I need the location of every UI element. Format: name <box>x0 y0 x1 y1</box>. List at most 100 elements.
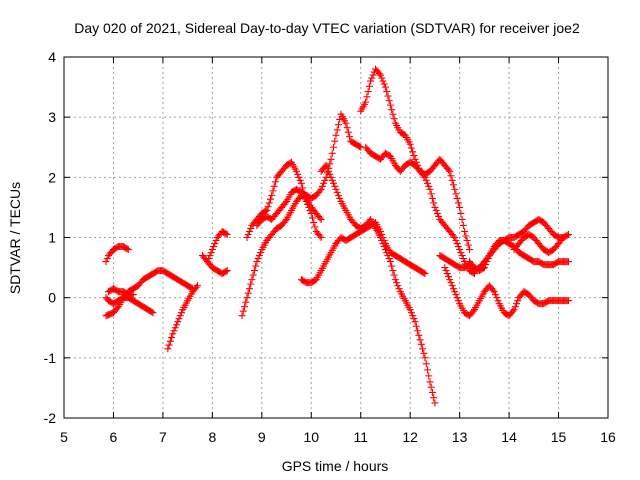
data-point-marker <box>244 230 252 238</box>
sat-track-14 <box>362 143 474 254</box>
x-tick-label: 14 <box>501 429 517 445</box>
data-point-marker <box>297 179 305 187</box>
data-point-marker <box>238 312 246 320</box>
data-point-marker <box>294 170 302 178</box>
data-point-marker <box>362 98 370 106</box>
data-point-marker <box>102 258 110 266</box>
data-point-marker <box>425 182 433 190</box>
data-point-marker <box>410 152 418 160</box>
data-point-marker <box>421 354 429 362</box>
data-point-marker <box>342 119 350 127</box>
data-point-marker <box>250 267 258 275</box>
data-point-marker <box>333 126 341 134</box>
data-point-marker <box>381 246 389 254</box>
data-point-marker <box>316 214 324 222</box>
data-point-marker <box>445 273 453 281</box>
data-point-marker <box>211 240 219 248</box>
data-point-marker <box>389 110 397 118</box>
data-point-marker <box>411 318 419 326</box>
data-point-marker <box>123 245 131 253</box>
data-point-marker <box>456 203 464 211</box>
data-point-marker <box>206 252 214 260</box>
data-point-marker <box>212 237 220 245</box>
data-point-marker <box>262 207 270 215</box>
data-point-marker <box>207 249 215 257</box>
data-point-marker <box>174 318 182 326</box>
data-point-marker <box>448 282 456 290</box>
data-point-marker <box>148 308 156 316</box>
data-point-marker <box>432 206 440 214</box>
sat-track-16 <box>441 264 572 320</box>
data-point-marker <box>257 249 265 257</box>
data-point-marker <box>171 324 179 332</box>
data-point-marker <box>428 388 436 396</box>
data-point-marker <box>426 185 434 193</box>
data-point-marker <box>378 237 386 245</box>
data-point-marker <box>375 70 383 78</box>
data-point-marker <box>305 203 313 211</box>
data-point-marker <box>431 399 439 407</box>
data-point-marker <box>453 294 461 302</box>
data-point-marker <box>334 191 342 199</box>
data-point-marker <box>321 176 329 184</box>
data-point-marker <box>328 176 336 184</box>
data-point-marker <box>252 262 260 270</box>
data-point-marker <box>484 255 492 263</box>
data-point-marker <box>420 349 428 357</box>
data-point-marker <box>446 276 454 284</box>
data-point-marker <box>327 173 335 181</box>
data-point-marker <box>443 270 451 278</box>
data-point-marker <box>462 232 470 240</box>
data-point-marker <box>446 167 454 175</box>
data-point-marker <box>268 191 276 199</box>
data-point-marker <box>493 294 501 302</box>
data-point-marker <box>417 340 425 348</box>
data-point-marker <box>192 283 200 291</box>
data-point-marker <box>442 267 450 275</box>
data-point-marker <box>451 234 459 241</box>
y-tick-label: -2 <box>44 410 57 426</box>
data-point-marker <box>454 199 462 207</box>
data-point-marker <box>173 321 181 329</box>
data-point-marker <box>170 327 178 335</box>
data-point-marker <box>203 258 211 266</box>
data-point-marker <box>430 394 438 402</box>
data-point-marker <box>509 307 517 315</box>
data-point-marker <box>385 97 393 105</box>
data-point-marker <box>479 264 487 272</box>
data-point-marker <box>223 230 231 238</box>
data-point-marker <box>451 288 459 296</box>
data-markers <box>102 65 572 407</box>
data-point-marker <box>449 181 457 189</box>
data-point-marker <box>325 167 333 175</box>
data-point-marker <box>459 255 467 263</box>
data-point-marker <box>323 164 331 172</box>
x-axis-label: GPS time / hours <box>282 458 389 474</box>
data-point-marker <box>388 106 396 114</box>
data-point-marker <box>367 77 375 85</box>
data-point-marker <box>295 173 303 181</box>
chart-title: Day 020 of 2021, Sidereal Day-to-day VTE… <box>74 20 580 36</box>
data-point-marker <box>564 230 572 238</box>
data-point-marker <box>331 137 339 145</box>
data-point-marker <box>490 288 498 296</box>
y-tick-label: 4 <box>48 49 56 65</box>
data-point-marker <box>302 197 310 205</box>
sat-track-4 <box>105 285 137 299</box>
data-point-marker <box>330 143 338 151</box>
data-point-marker <box>427 190 435 198</box>
data-point-marker <box>466 246 474 254</box>
data-point-marker <box>317 234 325 241</box>
data-point-marker <box>166 337 174 345</box>
data-point-marker <box>433 209 441 217</box>
data-point-marker <box>177 309 185 317</box>
data-point-marker <box>453 240 461 248</box>
data-point-marker <box>363 93 371 101</box>
data-point-marker <box>416 336 424 344</box>
data-point-marker <box>411 155 419 163</box>
data-point-marker <box>380 243 388 251</box>
data-point-marker <box>463 237 471 245</box>
data-point-marker <box>239 307 247 315</box>
data-point-marker <box>510 306 518 314</box>
